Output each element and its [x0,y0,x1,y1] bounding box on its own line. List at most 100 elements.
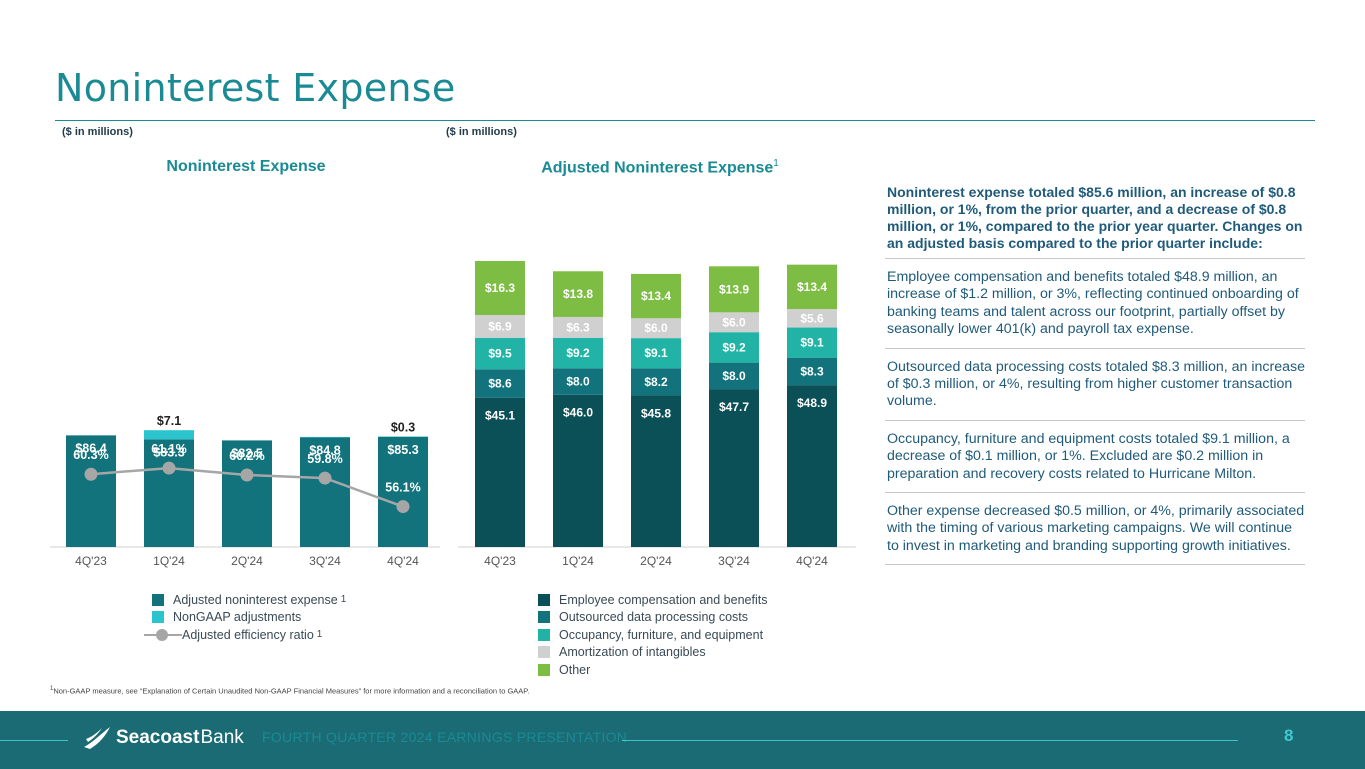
chart2-legend: Employee compensation and benefits Outso… [538,591,767,679]
stacked-bar-segment [709,362,759,390]
x-tick-label: 4Q'24 [796,554,828,568]
segment-value-label: $13.4 [797,280,827,294]
footer-presentation-title: FOURTH QUARTER 2024 EARNINGS PRESENTATIO… [262,729,628,745]
chart2-title-sup: 1 [773,158,779,169]
chart2-title: Adjusted Noninterest Expense1 [520,158,800,177]
stacked-bar-segment [475,261,525,315]
x-tick-label: 2Q'24 [640,554,672,568]
legend-swatch [152,593,164,606]
stacked-bar-segment [553,271,603,317]
stacked-bar-segment [553,394,603,547]
chart1-legend: Adjusted noninterest expense 1 NonGAAP ad… [144,591,347,644]
efficiency-ratio-point [396,500,410,514]
stacked-bar-segment [553,316,603,338]
segment-value-label: $6.0 [644,321,668,335]
seacoast-logo: Seacoast Bank [82,725,244,751]
legend-sup: 1 [340,594,347,606]
segment-value-label: $45.8 [641,406,671,420]
footer-rule-right [622,740,1238,741]
legend-label: Occupancy, furniture, and equipment [559,627,764,642]
title-divider [55,120,1315,121]
stacked-bar-segment [787,385,837,547]
stacked-bar-segment [553,368,603,395]
logo-secondary: Bank [200,727,244,748]
bar-adjusted-noninterest [144,439,194,547]
segment-value-label: $9.1 [644,346,668,360]
bar-adjusted-noninterest [222,440,272,547]
noninterest-expense-chart: $86.4 4Q'23 $83.3 $7.1 1Q'24 $82.5 2Q'24 $84.8 3… [50,414,440,568]
x-tick-label: 1Q'24 [153,554,185,568]
stacked-bar-segment [475,314,525,338]
segment-value-label: $9.1 [800,336,824,350]
x-tick-label: 3Q'24 [309,554,341,568]
bar-adjusted-noninterest [66,435,116,547]
segment-value-label: $45.1 [485,409,515,423]
legend-label: Adjusted noninterest expense [173,592,338,607]
chart2-title-text: Adjusted Noninterest Expense [541,159,774,177]
segment-value-label: $6.3 [566,320,590,334]
page-number: 8 [1284,726,1294,745]
stacked-bar-segment [787,327,837,358]
stacked-bar-segment [787,264,837,310]
stacked-bar-segment [709,312,759,333]
segment-value-label: $47.7 [719,400,749,414]
page-title: Noninterest Expense [55,66,456,110]
efficiency-ratio-point [240,468,254,482]
segment-value-label: $9.2 [566,346,590,360]
efficiency-ratio-point [84,467,98,481]
legend-label: Outsourced data processing costs [559,610,748,625]
bar-adjusted-noninterest [378,436,428,547]
x-tick-label: 4Q'23 [484,554,516,568]
stacked-bar-segment [553,337,603,369]
x-tick-label: 3Q'24 [718,554,750,568]
legend-label: Amortization of intangibles [559,645,706,660]
bar-value-label: $83.3 [153,445,184,459]
adjusted-noninterest-expense-chart: $45.1 $8.6 $9.5 $6.9 $16.3 4Q'23 $46.0 $8.0 $9.2… [458,261,856,568]
segment-value-label: $46.0 [563,406,593,420]
logo-primary: Seacoast [116,727,200,748]
stacked-bar-segment [631,395,681,547]
stacked-bar-segment [709,389,759,547]
efficiency-ratio-label: 59.8% [307,452,342,466]
commentary-point: Occupancy, furniture and equipment costs… [885,421,1305,494]
segment-value-label: $8.6 [488,376,512,390]
legend-sup: 1 [316,629,323,641]
stacked-bar-segment [631,368,681,396]
stacked-bar-segment [475,369,525,398]
commentary-panel: Noninterest expense totaled $85.6 millio… [885,184,1305,566]
chart2-unit-note: ($ in millions) [446,126,517,138]
segment-value-label: $16.3 [485,281,515,295]
segment-value-label: $8.0 [722,369,746,383]
segment-value-label: $8.2 [644,375,668,389]
legend-employee-comp: Employee compensation and benefits [538,591,767,609]
legend-swatch [538,663,550,676]
footnote-marker: 1 [50,686,54,692]
bar-nongaap-adjustment [300,436,350,438]
legend-line-marker [144,628,182,641]
efficiency-ratio-label: 60.3% [73,448,108,462]
legend-efficiency-ratio: Adjusted efficiency ratio 1 [144,626,346,644]
bar-value-label: $84.8 [309,443,340,457]
efficiency-ratio-point [162,461,176,475]
chart1-title: Noninterest Expense [166,158,326,175]
commentary-point: Other expense decreased $0.5 million, or… [885,493,1305,566]
commentary-point: Outsourced data processing costs totaled… [885,349,1305,421]
x-tick-label: 2Q'24 [231,554,263,568]
stacked-bar-segment [475,397,525,547]
adjustment-value-label: $0.3 [391,420,415,434]
footer-bar: Seacoast Bank FOURTH QUARTER 2024 EARNING… [0,711,1365,769]
stacked-bar-segment [709,332,759,363]
segment-value-label: $8.3 [800,364,824,378]
stacked-bar-segment [787,357,837,386]
legend-swatch [152,611,164,624]
legend-amortization: Amortization of intangibles [538,644,767,662]
legend-swatch [538,593,550,606]
legend-occupancy: Occupancy, furniture, and equipment [538,626,767,644]
legend-label: Other [559,662,591,677]
commentary-point: Employee compensation and benefits total… [885,259,1305,349]
footnote: 1Non-GAAP measure, see “Explanation of C… [50,686,529,696]
legend-other: Other [538,661,767,679]
segment-value-label: $6.0 [722,315,746,329]
segment-value-label: $13.9 [719,282,749,296]
efficiency-ratio-point [318,471,332,485]
